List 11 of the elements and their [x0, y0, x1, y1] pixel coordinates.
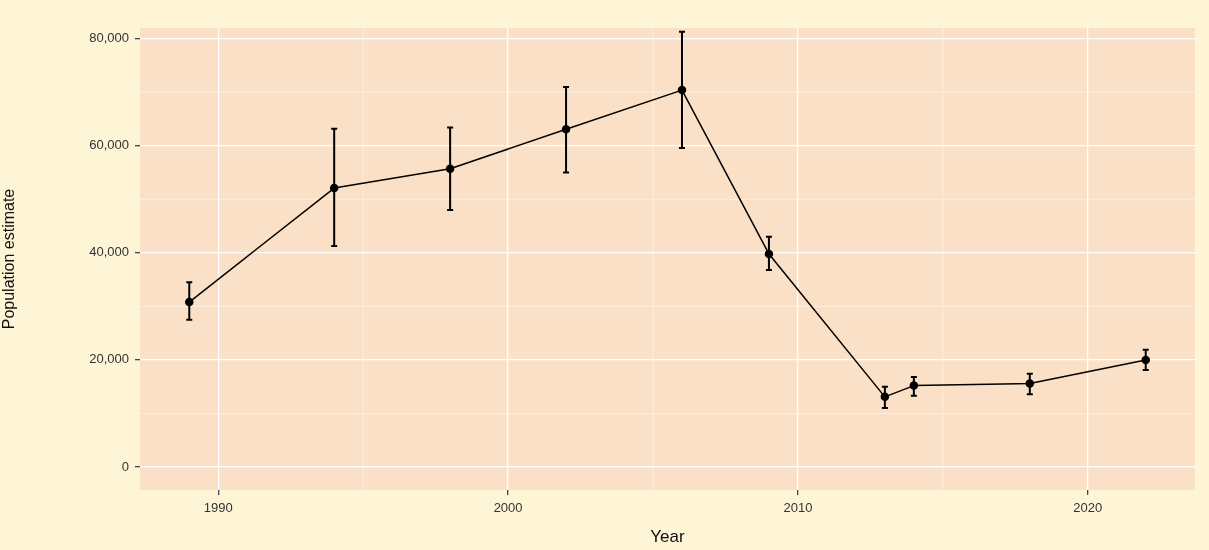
y-tick-label: 60,000 [89, 137, 129, 153]
y-tick-label: 20,000 [89, 351, 129, 367]
x-tick-label: 2010 [783, 500, 813, 516]
y-axis-title: Population estimate [0, 188, 18, 330]
x-tick-label: 1990 [203, 500, 233, 516]
x-tick-label: 2020 [1073, 500, 1103, 516]
x-axis-title: Year [650, 527, 686, 547]
y-tick-label: 0 [121, 458, 129, 474]
x-tick-label: 2000 [493, 500, 523, 516]
y-tick-label: 80,000 [89, 30, 129, 46]
y-tick-label: 40,000 [89, 244, 129, 260]
